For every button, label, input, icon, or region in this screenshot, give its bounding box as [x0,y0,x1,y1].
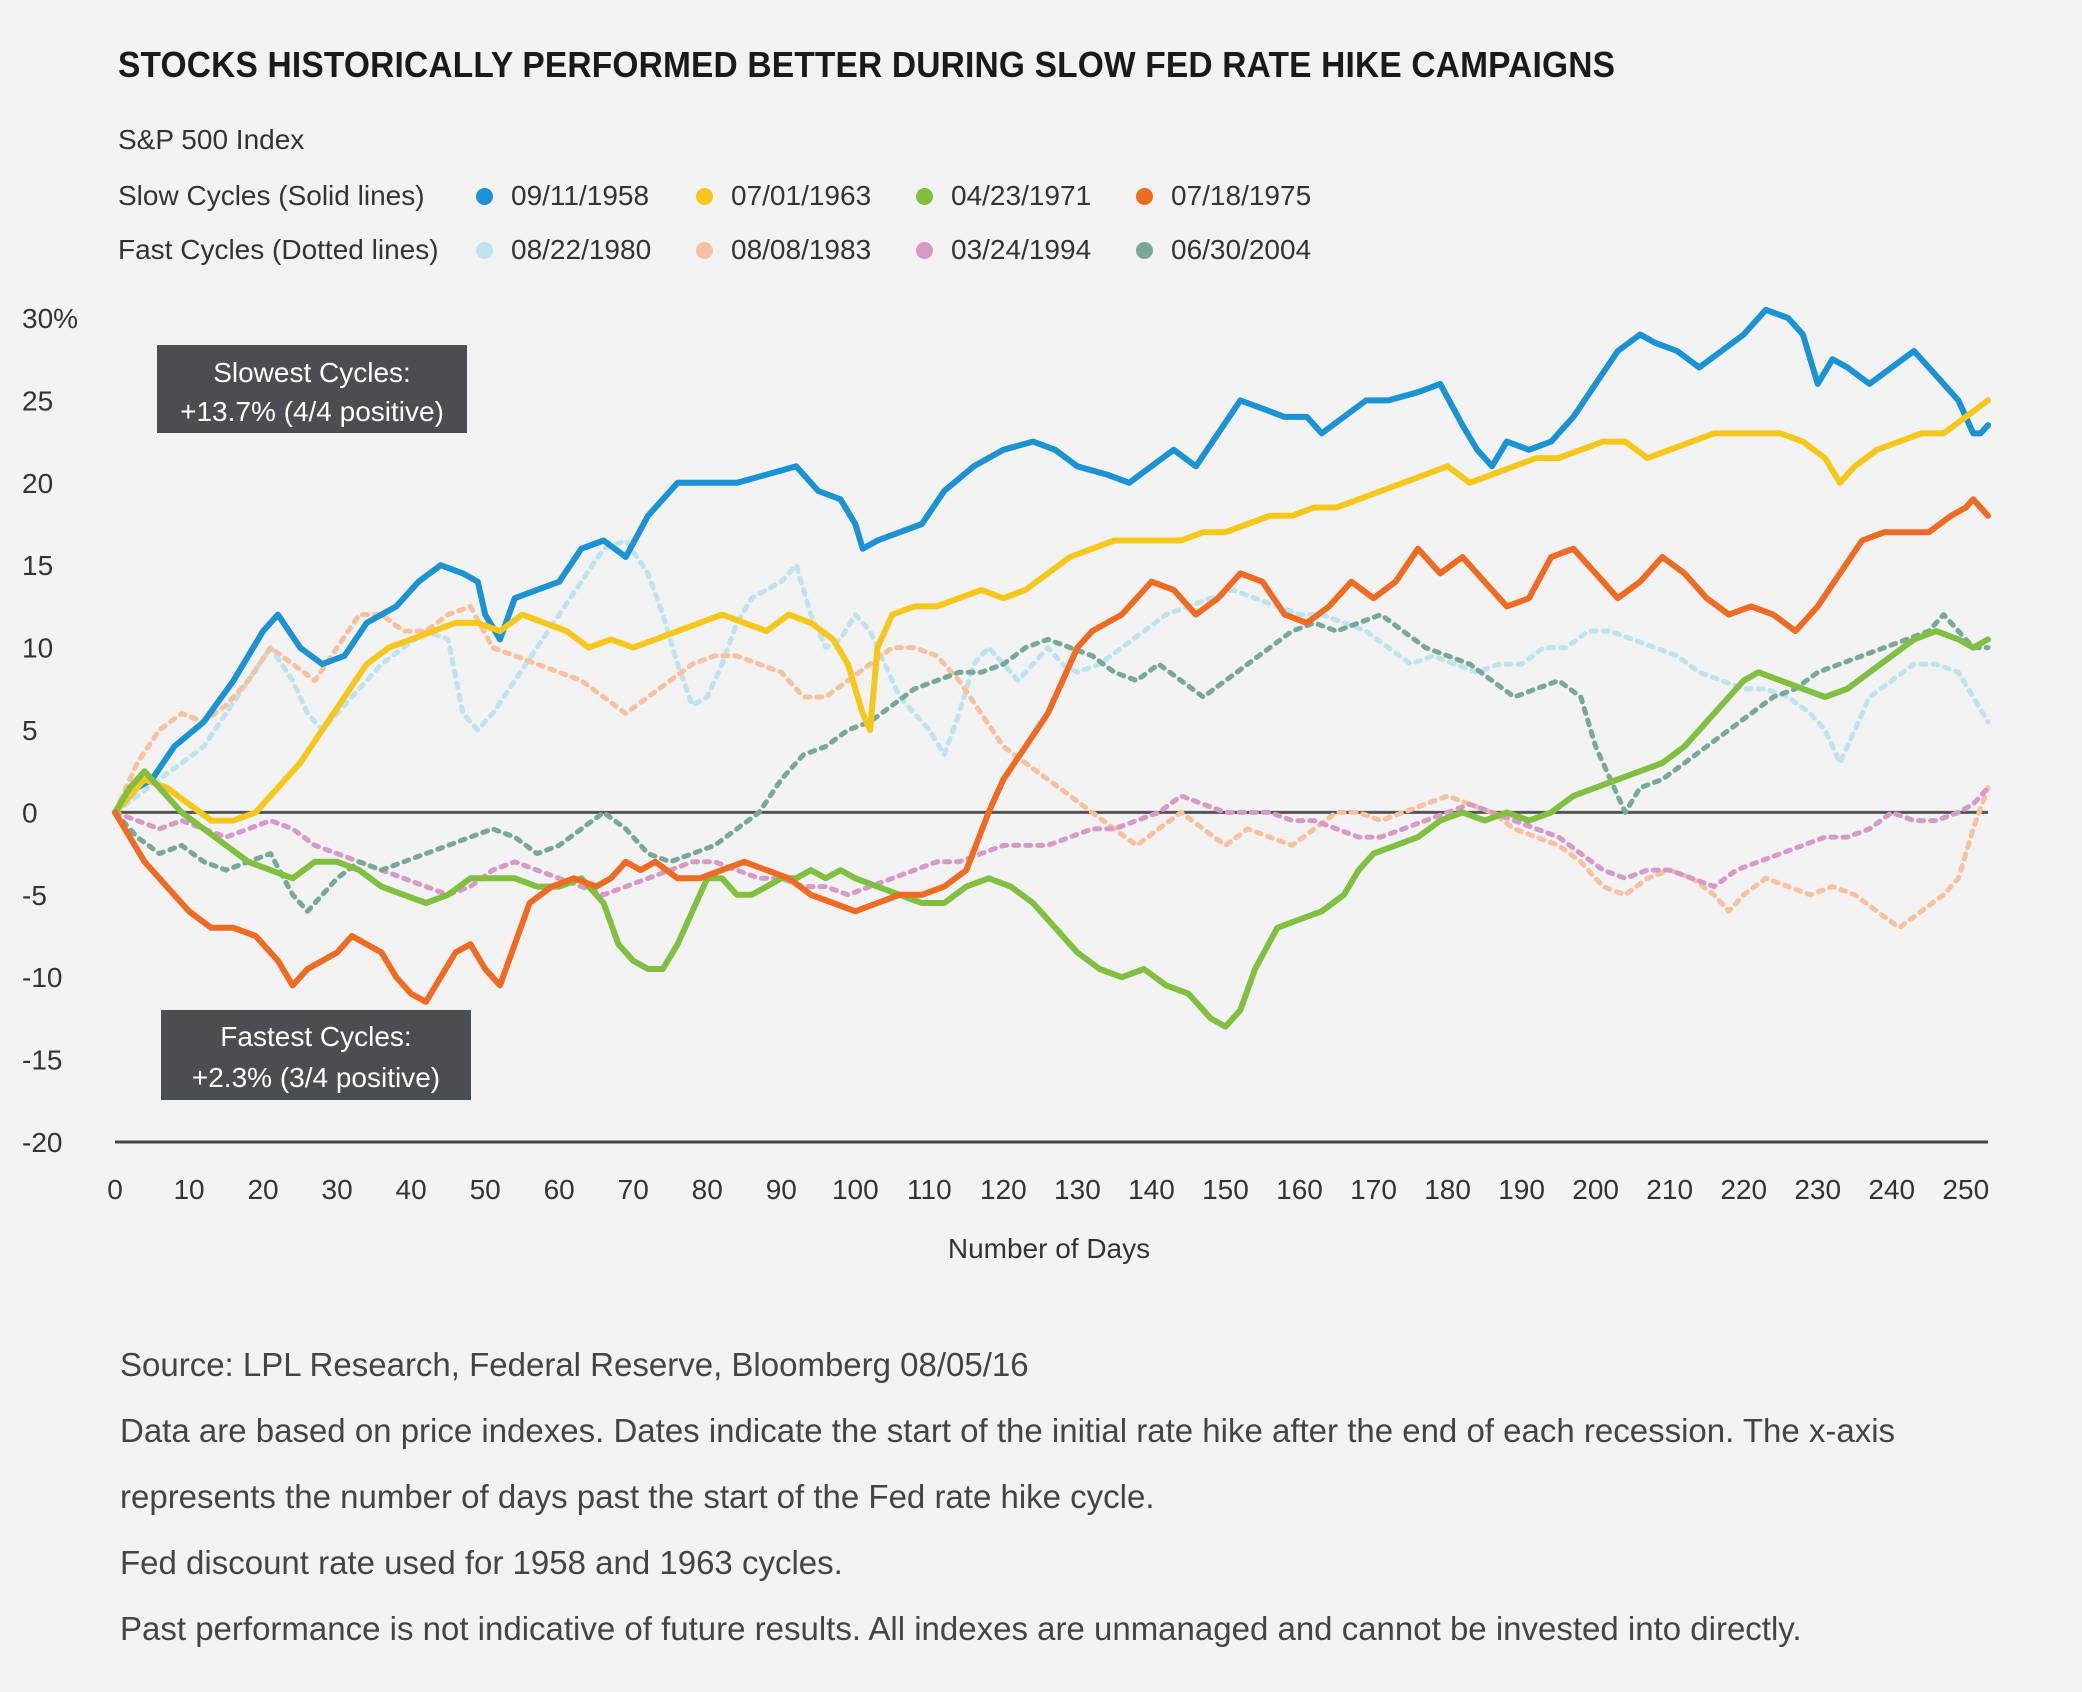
footnotes: Source: LPL Research, Federal Reserve, B… [120,1332,2020,1662]
legend-fast-row: Fast Cycles (Dotted lines) 08/22/1980 08… [118,230,1356,270]
x-tick-label: 90 [766,1174,797,1205]
x-tick-label: 220 [1720,1174,1767,1205]
y-tick-label: 20 [22,468,53,499]
x-tick-label: 40 [396,1174,427,1205]
x-tick-label: 160 [1276,1174,1323,1205]
series-line-09-11-1958 [112,306,1991,816]
legend-item-1975: 07/18/1975 [1136,180,1356,212]
legend-item-1980: 08/22/1980 [476,234,696,266]
series-line-08-22-1980 [112,538,1991,815]
legend-dot-icon [1136,241,1153,259]
legend-dot-icon [696,187,713,205]
fastest-line2: +2.3% (3/4 positive) [192,1062,440,1093]
x-tick-label: 170 [1350,1174,1397,1205]
y-tick-label: 15 [22,550,53,581]
y-tick-label: 25 [22,385,53,416]
chart-title: STOCKS HISTORICALLY PERFORMED BETTER DUR… [118,44,1616,85]
y-tick-label: 5 [22,715,38,746]
legend-slow-row: Slow Cycles (Solid lines) 09/11/1958 07/… [118,176,1356,216]
legend-item-2004: 06/30/2004 [1136,234,1356,266]
y-tick-label: -5 [22,880,47,911]
note-line-3: Fed discount rate used for 1958 and 1963… [120,1544,843,1581]
y-tick-label: -10 [22,962,62,993]
legend-item-1958: 09/11/1958 [476,180,696,212]
note-line-2: represents the number of days past the s… [120,1478,1155,1515]
series-line-08-08-1983 [112,603,1991,931]
x-tick-label: 140 [1128,1174,1175,1205]
note-line-1: Data are based on price indexes. Dates i… [120,1412,1896,1449]
legend-dot-icon [696,241,713,259]
legend-dot-icon [1136,187,1153,205]
x-tick-label: 110 [907,1174,952,1205]
x-tick-label: 230 [1794,1174,1841,1205]
x-tick-label: 120 [980,1174,1027,1205]
x-tick-label: 80 [692,1174,723,1205]
legend-dot-icon [476,187,493,205]
legend-slow-label: Slow Cycles (Solid lines) [118,180,425,211]
legend-fast-label: Fast Cycles (Dotted lines) [118,234,439,265]
slow-cycle-series [112,306,1991,1030]
y-tick-label: 10 [22,633,53,664]
fast-cycle-series [112,538,1991,931]
x-tick-label: 10 [173,1174,204,1205]
legend-item-1994: 03/24/1994 [916,234,1136,266]
legend-item-1983: 08/08/1983 [696,234,916,266]
x-tick-label: 190 [1498,1174,1545,1205]
y-tick-label: 0 [22,797,38,828]
x-tick-label: 70 [618,1174,649,1205]
x-axis-ticks: 0 10 20 30 40 50 60 70 80 90 100 110 120 130 140 150 160… [107,1174,1989,1205]
slowest-cycles-annotation: Slowest Cycles: +13.7% (4/4 positive) [157,345,467,433]
legend-item-1971: 04/23/1971 [916,180,1136,212]
x-tick-label: 130 [1054,1174,1101,1205]
series-line-03-24-1994 [112,785,1991,898]
legend-item-1963: 07/01/1963 [696,180,916,212]
source-note: Source: LPL Research, Federal Reserve, B… [120,1346,1029,1383]
y-tick-label: -15 [22,1045,62,1076]
fastest-cycles-annotation: Fastest Cycles: +2.3% (3/4 positive) [161,1010,471,1100]
fastest-line1: Fastest Cycles: [220,1021,411,1052]
x-tick-label: 50 [470,1174,501,1205]
legend-dot-icon [916,241,933,259]
x-tick-label: 180 [1424,1174,1471,1205]
x-tick-label: 200 [1572,1174,1619,1205]
series-line-04-23-1971 [112,628,1991,1030]
chart-subtitle: S&P 500 Index [118,124,305,155]
x-tick-label: 250 [1942,1174,1989,1205]
series-line-07-01-1963 [112,397,1991,824]
x-tick-label: 0 [107,1174,123,1205]
series-line-07-18-1975 [112,496,1991,1005]
y-axis-ticks: 30% 25 20 15 10 5 0 -5 -10 -15 -20 [22,303,78,1158]
y-tick-label: -20 [22,1127,62,1158]
x-tick-label: 20 [247,1174,278,1205]
note-line-4: Past performance is not indicative of fu… [120,1610,1802,1647]
x-axis-title: Number of Days [948,1233,1150,1264]
slowest-line1: Slowest Cycles: [213,357,411,388]
legend-dot-icon [476,241,493,259]
x-tick-label: 150 [1202,1174,1249,1205]
x-tick-label: 210 [1646,1174,1693,1205]
x-tick-label: 30 [322,1174,353,1205]
series-line-06-30-2004 [112,612,1991,914]
x-tick-label: 100 [832,1174,879,1205]
x-tick-label: 60 [544,1174,575,1205]
y-tick-label: 30% [22,303,78,334]
slowest-line2: +13.7% (4/4 positive) [180,396,444,427]
x-tick-label: 240 [1868,1174,1915,1205]
legend-dot-icon [916,187,933,205]
